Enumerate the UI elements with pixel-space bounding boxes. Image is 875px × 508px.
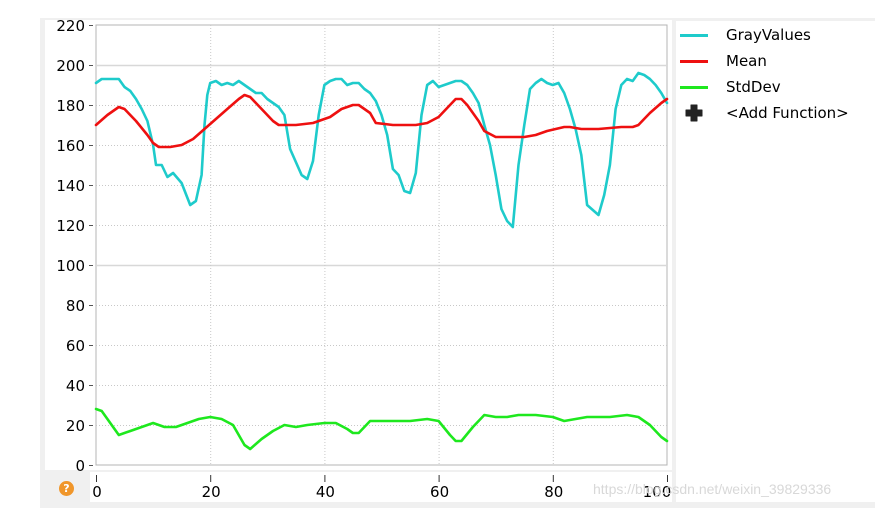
legend-label: GrayValues: [726, 26, 811, 44]
legend-item-mean[interactable]: Mean: [676, 49, 767, 73]
watermark: https://blog.csdn.net/weixin_39829336: [593, 481, 832, 497]
series-mean: [94, 93, 669, 149]
x-tick-label: 80: [544, 483, 563, 501]
legend-label: Mean: [726, 52, 767, 70]
y-tick-label: 180: [56, 97, 85, 115]
x-axis-panel: [90, 472, 672, 502]
x-tick-label: 40: [316, 483, 335, 501]
y-tick-label: 60: [66, 337, 85, 355]
y-tick-label: 20: [66, 417, 85, 435]
legend-swatch-grayvalues: [680, 33, 708, 37]
y-tick-label: 0: [75, 457, 85, 475]
x-tick-label: 20: [202, 483, 221, 501]
x-tick-label: 100: [643, 483, 672, 501]
plus-icon: [685, 104, 703, 122]
y-tick-label: 120: [56, 217, 85, 235]
y-tick-label: 140: [56, 177, 85, 195]
y-tick-label: 160: [56, 137, 85, 155]
y-tick-label: 220: [56, 17, 85, 35]
legend-item-grayvalues[interactable]: GrayValues: [676, 23, 811, 47]
series-stddev: [94, 407, 669, 451]
legend-swatch-mean: [680, 59, 708, 63]
y-tick-label: 200: [56, 57, 85, 75]
legend-panel: GrayValues Mean StdDev <Add Function>: [676, 21, 875, 502]
plot-area: [95, 24, 668, 466]
add-function-label: <Add Function>: [726, 104, 849, 122]
legend-swatch-stddev: [680, 85, 708, 89]
legend-label: StdDev: [726, 78, 781, 96]
x-tick-label: 0: [92, 483, 102, 501]
x-tick-label: 60: [430, 483, 449, 501]
y-tick-label: 40: [66, 377, 85, 395]
y-tick-label: 80: [66, 297, 85, 315]
y-tick-label: 100: [56, 257, 85, 275]
help-icon[interactable]: ?: [59, 481, 74, 496]
legend-item-stddev[interactable]: StdDev: [676, 75, 781, 99]
